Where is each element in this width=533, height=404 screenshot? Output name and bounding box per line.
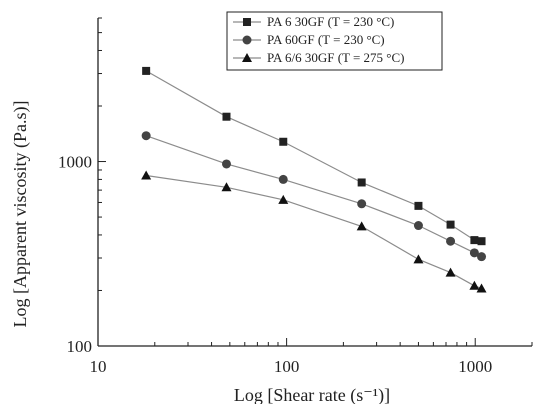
legend-label: PA 60GF (T = 230 °C) bbox=[267, 32, 385, 47]
data-point bbox=[413, 221, 423, 231]
data-point bbox=[356, 221, 367, 231]
data-point bbox=[413, 254, 424, 264]
data-point bbox=[222, 112, 231, 121]
y-axis-label: Log [Apparent viscosity (Pa.s)] bbox=[10, 101, 31, 328]
data-point bbox=[141, 131, 151, 141]
series-group bbox=[141, 66, 487, 293]
x-tick-label: 10 bbox=[90, 357, 107, 376]
legend-marker bbox=[242, 53, 252, 62]
y-tick-label: 1000 bbox=[58, 153, 92, 172]
legend-item: PA 6 30GF (T = 230 °C) bbox=[233, 14, 394, 29]
x-axis-label: Log [Shear rate (s⁻¹)] bbox=[234, 385, 390, 404]
data-point bbox=[221, 182, 232, 192]
legend-label: PA 6 30GF (T = 230 °C) bbox=[267, 14, 394, 29]
data-point bbox=[445, 267, 456, 277]
legend-item: PA 60GF (T = 230 °C) bbox=[233, 32, 385, 47]
data-point bbox=[414, 201, 423, 210]
y-tick-label: 100 bbox=[67, 337, 93, 356]
x-tick-label: 1000 bbox=[458, 357, 492, 376]
series-line bbox=[145, 70, 482, 242]
data-point bbox=[357, 178, 366, 187]
data-point bbox=[477, 237, 486, 246]
series-line bbox=[145, 135, 482, 258]
x-tick-label: 100 bbox=[274, 357, 300, 376]
data-point bbox=[357, 199, 367, 209]
data-point bbox=[142, 66, 151, 75]
data-point bbox=[469, 280, 480, 290]
legend: PA 6 30GF (T = 230 °C) PA 60GF (T = 230 °… bbox=[226, 11, 443, 71]
data-point bbox=[477, 252, 487, 262]
legend-box bbox=[226, 11, 443, 71]
series-1 bbox=[142, 66, 486, 246]
data-point bbox=[278, 174, 288, 184]
legend-item: PA 6/6 30GF (T = 275 °C) bbox=[233, 50, 405, 65]
data-point bbox=[221, 159, 231, 169]
series-2 bbox=[141, 131, 487, 262]
data-point bbox=[469, 248, 479, 258]
series-line bbox=[146, 174, 482, 290]
legend-label: PA 6/6 30GF (T = 275 °C) bbox=[267, 50, 405, 65]
data-point bbox=[446, 220, 455, 229]
data-point bbox=[470, 236, 479, 245]
data-point bbox=[279, 137, 288, 146]
data-point bbox=[278, 194, 289, 204]
data-point bbox=[476, 283, 487, 293]
legend-marker bbox=[243, 18, 251, 26]
data-point bbox=[141, 170, 152, 180]
series-3 bbox=[141, 170, 487, 293]
legend-marker bbox=[242, 35, 252, 45]
data-point bbox=[446, 236, 456, 246]
